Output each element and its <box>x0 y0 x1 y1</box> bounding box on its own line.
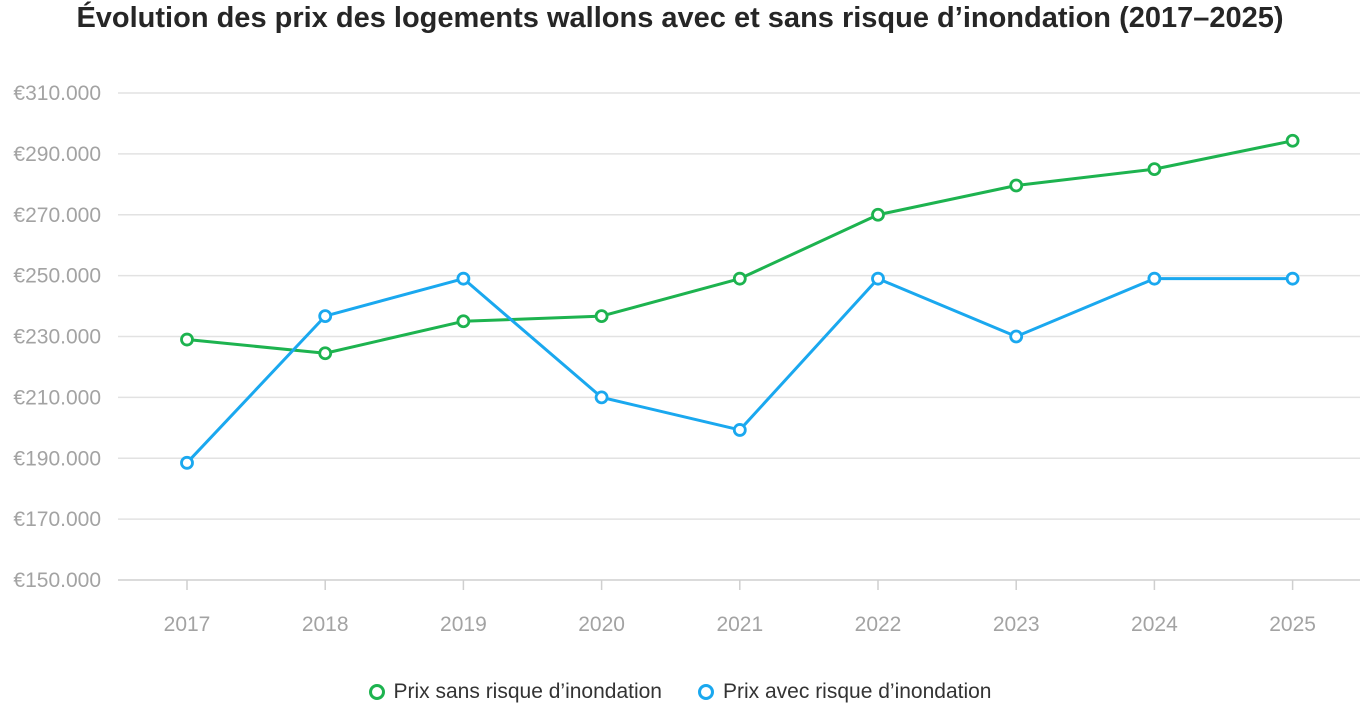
data-point-sans-risque[interactable] <box>1009 178 1024 193</box>
series-line-sans-risque <box>185 139 1295 355</box>
data-point-sans-risque[interactable] <box>456 314 471 329</box>
data-point-sans-risque[interactable] <box>732 271 747 286</box>
y-tick-label: €170.000 <box>13 508 101 531</box>
legend-marker-sans-risque <box>368 684 385 700</box>
series-group <box>180 133 1300 470</box>
data-point-avec-risque[interactable] <box>594 390 609 405</box>
x-tick-label: 2019 <box>440 613 487 636</box>
x-tick-label: 2018 <box>302 613 349 636</box>
y-tick-label: €190.000 <box>13 447 101 470</box>
x-axis-ticks: 2017 2018 2019 2020 2021 2022 2023 2024 2025 <box>164 580 1316 636</box>
data-point-avec-risque[interactable] <box>456 271 471 286</box>
legend-item-sans-risque[interactable]: Prix sans risque d’inondation <box>368 680 663 704</box>
data-point-sans-risque[interactable] <box>180 332 194 347</box>
data-point-avec-risque[interactable] <box>732 423 747 437</box>
y-tick-label: €210.000 <box>13 386 101 409</box>
x-tick-label: 2022 <box>855 613 902 636</box>
data-point-avec-risque[interactable] <box>871 271 885 286</box>
y-tick-label: €230.000 <box>13 326 101 349</box>
data-point-avec-risque[interactable] <box>1285 271 1300 286</box>
legend-marker-avec-risque <box>698 684 714 700</box>
data-point-avec-risque[interactable] <box>1009 329 1024 344</box>
x-tick-label: 2025 <box>1269 613 1316 636</box>
legend: Prix sans risque d’inondation Prix avec … <box>0 680 1360 704</box>
legend-label-avec-risque: Prix avec risque d’inondation <box>723 680 992 703</box>
y-axis-ticks: €150.000 €170.000 €190.000 €210.000 €230.000… <box>13 82 101 592</box>
legend-item-avec-risque[interactable]: Prix avec risque d’inondation <box>698 680 992 704</box>
y-tick-label: €150.000 <box>13 569 101 592</box>
x-tick-label: 2020 <box>578 613 625 636</box>
y-tick-label: €270.000 <box>13 204 101 227</box>
x-tick-label: 2017 <box>164 613 211 636</box>
x-tick-label: 2021 <box>716 613 763 636</box>
x-tick-label: 2024 <box>1131 613 1178 636</box>
data-point-sans-risque[interactable] <box>1147 162 1162 176</box>
y-tick-label: €250.000 <box>13 265 101 288</box>
data-point-sans-risque[interactable] <box>594 309 609 324</box>
data-point-avec-risque[interactable] <box>180 455 194 470</box>
x-tick-label: 2023 <box>993 613 1040 636</box>
data-point-avec-risque[interactable] <box>318 309 333 324</box>
data-point-sans-risque[interactable] <box>1285 133 1300 148</box>
data-point-avec-risque[interactable] <box>1147 271 1162 286</box>
data-point-sans-risque[interactable] <box>871 207 885 222</box>
y-tick-label: €310.000 <box>13 82 101 105</box>
y-tick-label: €290.000 <box>13 143 101 166</box>
legend-label-sans-risque: Prix sans risque d’inondation <box>393 680 663 703</box>
data-point-sans-risque[interactable] <box>318 346 333 361</box>
chart-title: Évolution des prix des logements wallons… <box>76 2 1284 34</box>
